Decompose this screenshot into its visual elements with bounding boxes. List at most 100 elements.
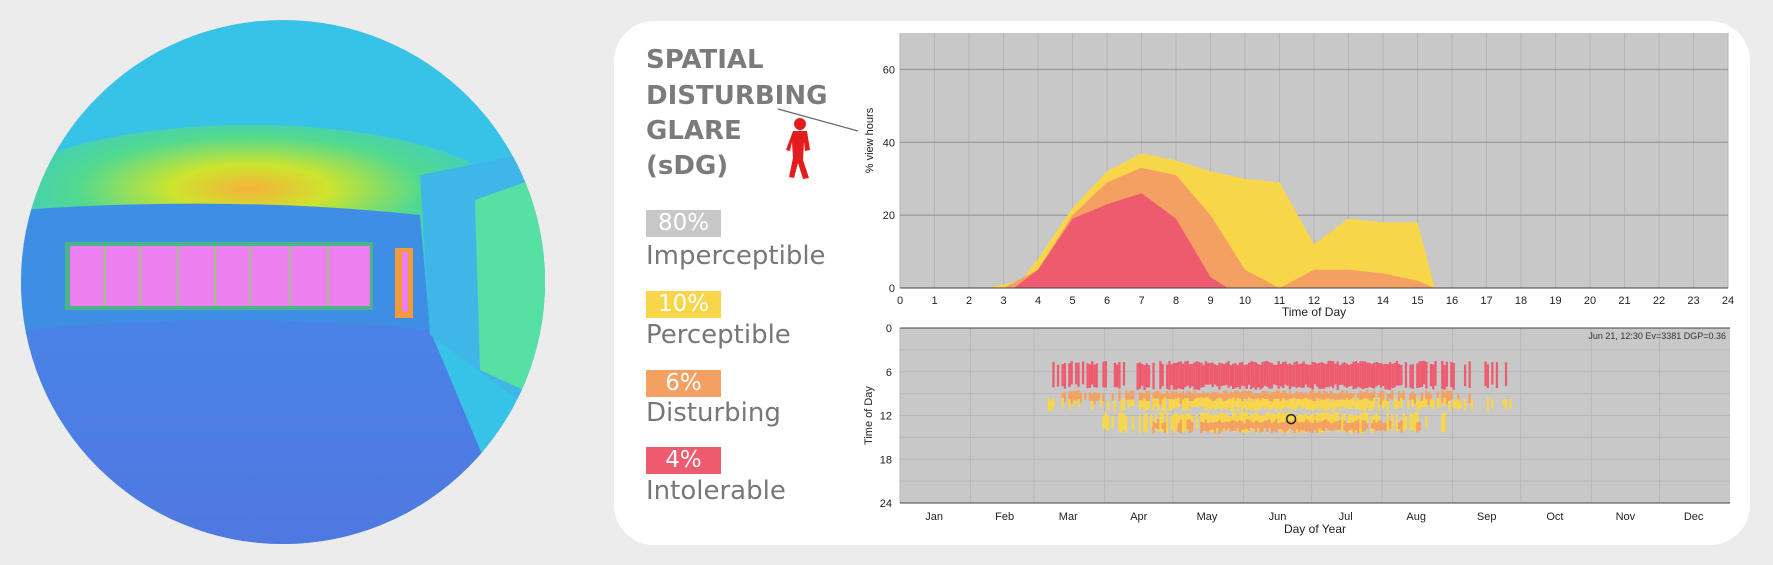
- heatmap-cell-perceptible: [1143, 415, 1146, 433]
- heatmap-cell-disturbing: [1261, 390, 1264, 404]
- x-tick-label: 11: [1274, 295, 1285, 307]
- heatmap-cell-perceptible: [1329, 401, 1333, 408]
- heatmap-cell-perceptible: [1438, 398, 1442, 408]
- heatmap-cell-disturbing: [1375, 422, 1378, 432]
- heatmap-cell-intolerable: [1202, 364, 1205, 387]
- heatmap-cell-perceptible: [1068, 399, 1071, 410]
- heatmap-cell-disturbing: [1111, 393, 1114, 401]
- heatmap-cell-disturbing: [1336, 394, 1339, 403]
- heatmap-cell-perceptible: [1370, 400, 1373, 411]
- heatmap-cell-disturbing: [1161, 394, 1164, 403]
- heatmap-cell-disturbing: [1384, 422, 1387, 432]
- x-tick-label: 20: [1584, 295, 1596, 307]
- heatmap-cell-intolerable: [1075, 362, 1078, 385]
- heatmap-cell-disturbing: [1288, 420, 1292, 429]
- heatmap-cell-disturbing: [1254, 393, 1258, 401]
- heatmap-cell-disturbing: [1222, 422, 1226, 429]
- heatmap-cell-disturbing: [1257, 421, 1260, 428]
- heatmap-cell-perceptible: [1270, 401, 1273, 409]
- heatmap-cell-perceptible: [1336, 399, 1339, 408]
- heatmap-y-tick-label: 0: [886, 323, 892, 335]
- heatmap-cell-perceptible: [1277, 398, 1280, 409]
- heatmap-cell-perceptible: [1307, 398, 1310, 409]
- title-line-4: (sDG): [646, 151, 729, 181]
- heatmap-cell-disturbing: [1334, 393, 1337, 404]
- heatmap-cell-disturbing: [1302, 393, 1305, 402]
- heatmap-cell-intolerable: [1184, 361, 1187, 388]
- heatmap-cell-perceptible: [1236, 397, 1239, 412]
- heatmap-cell-disturbing: [1177, 423, 1180, 432]
- heatmap-cell-intolerable: [1277, 361, 1280, 389]
- heatmap-cell-disturbing: [1427, 392, 1430, 405]
- heatmap-cell-perceptible: [1184, 415, 1187, 432]
- heatmap-cell-perceptible: [1393, 398, 1396, 410]
- heatmap-cell-intolerable: [1216, 365, 1219, 387]
- heatmap-cell-perceptible: [1361, 399, 1364, 411]
- heatmap-cell-disturbing: [1186, 390, 1189, 401]
- heatmap-cell-perceptible: [1222, 413, 1226, 431]
- heatmap-y-tick-label: 18: [880, 454, 892, 466]
- heatmap-cell-disturbing: [1232, 419, 1235, 431]
- heatmap-cell-disturbing: [1277, 390, 1280, 401]
- heatmap-cell-perceptible: [1268, 400, 1271, 410]
- heatmap-cell-perceptible: [1229, 398, 1232, 412]
- heatmap-cell-intolerable: [1379, 362, 1383, 388]
- title-line-2: DISTURBING: [646, 81, 828, 111]
- heatmap-cell-intolerable: [1272, 364, 1276, 385]
- heatmap-cell-intolerable: [1259, 364, 1262, 390]
- heatmap-cell-disturbing: [1307, 420, 1310, 432]
- heatmap-cell-disturbing: [1191, 393, 1194, 402]
- heatmap-cell-disturbing: [1075, 390, 1078, 401]
- heatmap-cell-perceptible: [1266, 399, 1269, 408]
- heatmap-cell-perceptible: [1347, 399, 1351, 410]
- heatmap-cell-intolerable: [1161, 363, 1164, 387]
- heatmap-cell-perceptible: [1425, 416, 1428, 430]
- heatmap-cell-disturbing: [1179, 393, 1182, 404]
- heatmap-cell-disturbing: [1350, 393, 1353, 404]
- heatmap-cell-intolerable: [1104, 361, 1107, 388]
- heatmap-cell-disturbing: [1297, 422, 1301, 433]
- heatmap-cell-perceptible: [1145, 401, 1148, 410]
- heatmap-cell-disturbing: [1252, 422, 1255, 430]
- heatmap-cell-intolerable: [1245, 364, 1248, 389]
- heatmap-cell-disturbing: [1097, 393, 1101, 401]
- heatmap-cell-disturbing: [1127, 392, 1130, 400]
- heatmap-cell-intolerable: [1382, 364, 1385, 386]
- heatmap-cell-perceptible: [1154, 398, 1157, 407]
- disturbing-label: Disturbing: [646, 398, 781, 428]
- heatmap-cell-disturbing: [1063, 392, 1066, 402]
- heatmap-cell-intolerable: [1484, 361, 1487, 387]
- heatmap-cell-disturbing: [1368, 393, 1371, 400]
- heatmap-cell-disturbing: [1213, 391, 1217, 404]
- heatmap-cell-disturbing: [1266, 420, 1269, 432]
- x-tick-label: 8: [1173, 295, 1179, 307]
- heatmap-cell-disturbing: [1350, 422, 1353, 430]
- heatmap-cell-intolerable: [1268, 362, 1271, 389]
- heatmap-cell-disturbing: [1357, 393, 1360, 401]
- heatmap-cell-perceptible: [1238, 398, 1242, 407]
- heatmap-cell-intolerable: [1206, 362, 1210, 385]
- heatmap-cell-perceptible: [1150, 414, 1153, 428]
- heatmap-cell-intolerable: [1491, 362, 1494, 385]
- heatmap-cell-disturbing: [1311, 423, 1314, 433]
- heatmap-cell-disturbing: [1197, 393, 1201, 401]
- heatmap-cell-disturbing: [1279, 392, 1283, 405]
- heatmap-cell-perceptible: [1120, 413, 1123, 433]
- area-series-intolerable: [1013, 193, 1228, 288]
- heatmap-cell-perceptible: [1181, 399, 1185, 411]
- heatmap-cell-disturbing: [1345, 423, 1348, 433]
- heatmap-cell-intolerable: [1056, 364, 1060, 387]
- x-tick-label: 16: [1446, 295, 1458, 307]
- heatmap-cell-disturbing: [1252, 394, 1255, 400]
- heatmap-cell-perceptible: [1413, 412, 1417, 432]
- x-tick-label: 17: [1480, 295, 1492, 307]
- heatmap-cell-intolerable: [1309, 364, 1312, 388]
- heatmap-cell-perceptible: [1181, 414, 1185, 433]
- heatmap-cell-disturbing: [1316, 422, 1319, 434]
- heatmap-cell-intolerable: [1388, 362, 1392, 390]
- heatmap-cell-perceptible: [1175, 398, 1178, 408]
- heatmap-cell-disturbing: [1398, 391, 1401, 402]
- heatmap-cell-intolerable: [1370, 363, 1373, 388]
- heatmap-cell-disturbing: [1352, 422, 1355, 433]
- heatmap-cell-intolerable: [1313, 362, 1317, 385]
